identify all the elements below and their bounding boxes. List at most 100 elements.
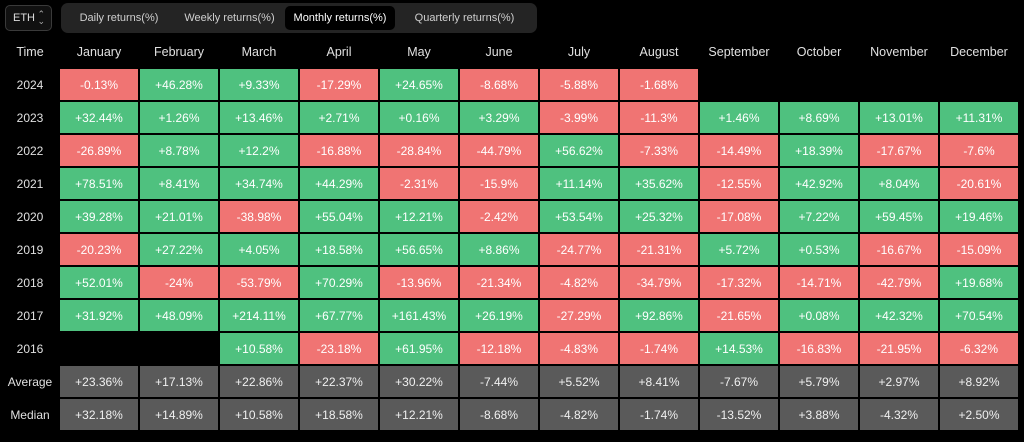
return-cell: +5.72%	[700, 234, 778, 265]
column-header-october: October	[796, 44, 842, 59]
asset-select[interactable]: ETH ⌃ ⌄	[5, 5, 52, 31]
return-cell: -23.18%	[300, 333, 378, 364]
return-cell: +39.28%	[60, 201, 138, 232]
return-cell: +0.08%	[780, 300, 858, 331]
return-cell: -4.82%	[540, 399, 618, 430]
return-cell: -53.79%	[220, 267, 298, 298]
return-cell: -5.88%	[540, 69, 618, 100]
return-cell: -14.71%	[780, 267, 858, 298]
return-cell: -1.74%	[620, 399, 698, 430]
chevron-updown-icon: ⌃ ⌄	[37, 9, 45, 26]
return-cell: -24.77%	[540, 234, 618, 265]
return-cell: -21.34%	[460, 267, 538, 298]
return-cell: +35.62%	[620, 168, 698, 199]
tab-quarterly-returns[interactable]: Quarterly returns(%)	[414, 12, 515, 24]
return-cell: +161.43%	[380, 300, 458, 331]
row-label: Average	[7, 374, 53, 389]
return-cell: +44.29%	[300, 168, 378, 199]
row-label: 2021	[16, 176, 44, 191]
return-cell: +23.36%	[60, 366, 138, 397]
return-cell: -4.83%	[540, 333, 618, 364]
row-label: 2019	[16, 242, 44, 257]
return-cell: -12.18%	[460, 333, 538, 364]
row-label: 2022	[16, 143, 44, 158]
return-cell: -2.31%	[380, 168, 458, 199]
return-cell: +92.86%	[620, 300, 698, 331]
return-cell: -2.42%	[460, 201, 538, 232]
table-row: 2023 +32.44% +1.26% +13.46% +2.71% +0.16% +3.2…	[0, 102, 1024, 135]
table-row: 2021 +78.51% +8.41% +34.74% +44.29% -2.31% -15…	[0, 168, 1024, 201]
return-cell: +48.09%	[140, 300, 218, 331]
return-cell: -3.99%	[540, 102, 618, 133]
return-cell: +13.46%	[220, 102, 298, 133]
return-cell: +21.01%	[140, 201, 218, 232]
table-row: 2024 -0.13% +46.28% +9.33% -17.29% +24.65% -8.…	[0, 69, 1024, 102]
return-cell: -1.68%	[620, 69, 698, 100]
return-cell: +18.39%	[780, 135, 858, 166]
return-cell: +22.37%	[300, 366, 378, 397]
return-cell: +78.51%	[60, 168, 138, 199]
return-cell: -16.88%	[300, 135, 378, 166]
return-cell: -16.83%	[780, 333, 858, 364]
return-cell: -38.98%	[220, 201, 298, 232]
return-cell: -12.55%	[700, 168, 778, 199]
return-cell: -21.95%	[860, 333, 938, 364]
return-cell: +42.32%	[860, 300, 938, 331]
return-cell: -13.52%	[700, 399, 778, 430]
return-cell: +3.29%	[460, 102, 538, 133]
return-cell: +53.54%	[540, 201, 618, 232]
return-cell: +52.01%	[60, 267, 138, 298]
table-header-row: Time January February March April May June July…	[0, 36, 1024, 69]
return-cell: +67.77%	[300, 300, 378, 331]
return-cell: +10.58%	[220, 333, 298, 364]
return-cell: -17.29%	[300, 69, 378, 100]
return-cell: +25.32%	[620, 201, 698, 232]
return-cell: -4.82%	[540, 267, 618, 298]
tab-monthly-returns[interactable]: Monthly returns(%)	[285, 6, 395, 30]
return-cell: +59.45%	[860, 201, 938, 232]
return-cell: -7.67%	[700, 366, 778, 397]
return-cell: +11.31%	[940, 102, 1018, 133]
return-cell: +56.62%	[540, 135, 618, 166]
return-cell: +17.13%	[140, 366, 218, 397]
return-cell: +32.18%	[60, 399, 138, 430]
return-cell: +56.65%	[380, 234, 458, 265]
return-cell: +12.21%	[380, 201, 458, 232]
return-cell: +14.53%	[700, 333, 778, 364]
return-cell: +8.04%	[860, 168, 938, 199]
return-cell: +31.92%	[60, 300, 138, 331]
return-cell: -20.61%	[940, 168, 1018, 199]
return-cell: -21.31%	[620, 234, 698, 265]
tab-weekly-returns[interactable]: Weekly returns(%)	[184, 12, 275, 24]
return-cell: -7.6%	[940, 135, 1018, 166]
returns-tabs: Daily returns(%) Weekly returns(%) Month…	[61, 3, 537, 33]
return-cell: -42.79%	[860, 267, 938, 298]
asset-select-value: ETH	[13, 12, 35, 24]
return-cell: -15.9%	[460, 168, 538, 199]
column-header-june: June	[485, 44, 513, 59]
row-label: 2016	[16, 341, 44, 356]
return-cell: +70.54%	[940, 300, 1018, 331]
return-cell: +10.58%	[220, 399, 298, 430]
return-cell: +18.58%	[300, 234, 378, 265]
return-cell: +8.92%	[940, 366, 1018, 397]
return-cell: +1.46%	[700, 102, 778, 133]
return-cell: -8.68%	[460, 399, 538, 430]
return-cell: +13.01%	[860, 102, 938, 133]
return-cell: -7.33%	[620, 135, 698, 166]
return-cell: +8.86%	[460, 234, 538, 265]
return-cell: -4.32%	[860, 399, 938, 430]
tab-daily-returns[interactable]: Daily returns(%)	[79, 12, 159, 24]
return-cell: +26.19%	[460, 300, 538, 331]
return-cell: -21.65%	[700, 300, 778, 331]
return-cell: -1.74%	[620, 333, 698, 364]
return-cell: -26.89%	[60, 135, 138, 166]
return-cell: -17.08%	[700, 201, 778, 232]
table-row: 2018 +52.01% -24% -53.79% +70.29% -13.96% -21.…	[0, 267, 1024, 300]
row-label: 2020	[16, 209, 44, 224]
return-cell: +42.92%	[780, 168, 858, 199]
return-cell: +14.89%	[140, 399, 218, 430]
return-cell: -16.67%	[860, 234, 938, 265]
return-cell: +2.97%	[860, 366, 938, 397]
return-cell: +9.33%	[220, 69, 298, 100]
